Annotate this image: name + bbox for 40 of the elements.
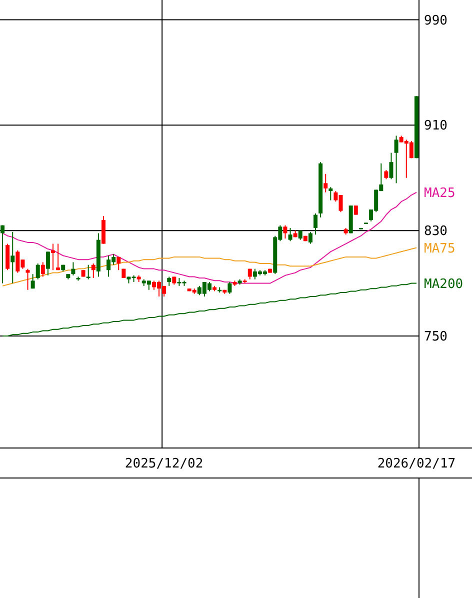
y-tick-label: 990: [424, 13, 448, 28]
candlestick: [354, 205, 358, 216]
candlestick: [101, 216, 106, 244]
candlestick: [6, 243, 10, 271]
candlestick: [10, 231, 15, 284]
y-tick-label: 750: [424, 330, 448, 345]
candlestick: [167, 276, 172, 286]
line-series: [2, 192, 417, 284]
candlestick: [46, 251, 50, 276]
candlestick: [71, 262, 76, 276]
candlestick: [0, 224, 5, 284]
candlestick: [328, 186, 333, 201]
candlestick: [26, 268, 30, 290]
x-tick-label: 2026/02/17: [377, 456, 456, 472]
series-label: MA75: [424, 241, 456, 256]
line-series: [2, 247, 417, 286]
candlestick: [30, 274, 35, 290]
candlestick: [314, 212, 318, 236]
candlestick: [324, 173, 328, 193]
candlestick: [394, 135, 398, 184]
y-tick-label: 910: [424, 118, 448, 134]
candlestick: [51, 243, 56, 271]
candlestick: [298, 230, 302, 240]
candlestick: [91, 263, 96, 279]
candlestick: [228, 281, 232, 294]
line-series: [2, 282, 417, 336]
candlestick: [116, 256, 121, 271]
candlestick: [283, 224, 288, 239]
candlestick: [384, 169, 388, 180]
candlestick: [56, 243, 60, 271]
series-label: MA200: [424, 276, 464, 292]
candlestick: [36, 263, 40, 280]
x-tick-label: 2025/12/02: [124, 456, 204, 472]
candlestick: [86, 264, 90, 280]
series-label: MA25: [424, 186, 456, 201]
candlestick: [389, 152, 394, 180]
candlestick: [40, 262, 45, 278]
candlestick: [288, 227, 292, 242]
y-tick-label: 830: [424, 224, 448, 240]
candlestick: [308, 231, 312, 244]
